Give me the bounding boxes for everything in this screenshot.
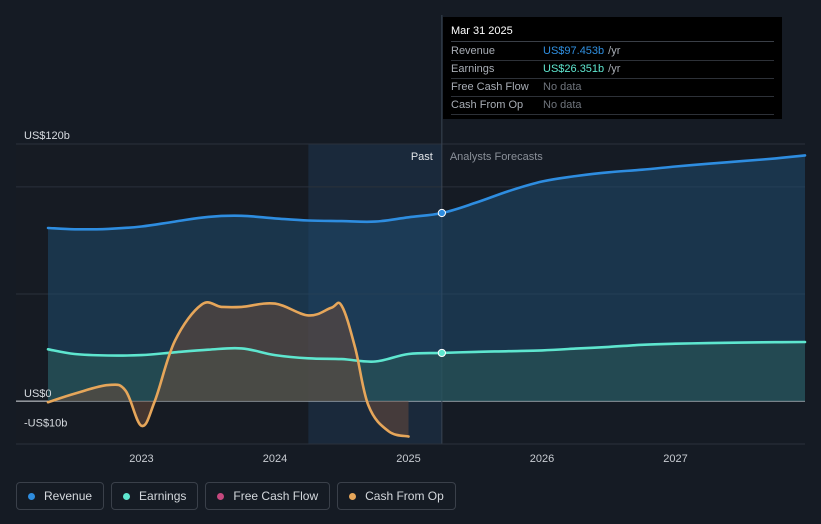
legend-dot-icon (123, 492, 131, 500)
legend-label: Cash From Op (365, 489, 444, 503)
legend-item-revenue[interactable]: Revenue (16, 482, 105, 510)
revenue-line (46, 154, 807, 231)
legend: Revenue Earnings Free Cash Flow Cash Fro… (16, 482, 456, 510)
legend-item-earnings[interactable]: Earnings (111, 482, 199, 510)
tooltip-label: Cash From Op (451, 99, 524, 111)
x-tick-label: 2025 (396, 453, 420, 465)
tooltip-value: US$26.351b (543, 63, 605, 75)
earnings-marker (437, 348, 446, 358)
forecast-label: Analysts Forecasts (450, 151, 543, 163)
x-tick-label: 2026 (530, 453, 554, 465)
tooltip-value: No data (543, 99, 582, 111)
tooltip-label: Free Cash Flow (451, 81, 529, 93)
x-tick-label: 2027 (663, 453, 687, 465)
x-tick-label: 2023 (129, 453, 153, 465)
tooltip-label: Revenue (451, 45, 496, 57)
tooltip-row-earnings: Earnings US$26.351b /yr (451, 61, 774, 79)
tooltip: Mar 31 2025 Revenue US$97.453b /yr Earni… (443, 17, 782, 119)
tooltip-row-revenue: Revenue US$97.453b /yr (451, 43, 774, 61)
past-label: Past (411, 151, 433, 163)
tooltip-unit: /yr (608, 63, 621, 75)
legend-label: Revenue (44, 489, 93, 503)
y-tick-label: -US$10b (24, 418, 67, 430)
cash-from-op-area (48, 302, 409, 437)
tooltip-label: Earnings (451, 63, 495, 75)
legend-item-cash-from-op[interactable]: Cash From Op (337, 482, 456, 510)
tooltip-unit: /yr (608, 45, 621, 57)
tooltip-row-cash-from-op: Cash From Op No data (451, 97, 774, 115)
cash-from-op-line (46, 301, 410, 438)
tooltip-date: Mar 31 2025 (451, 23, 774, 42)
x-tick-label: 2024 (263, 453, 287, 465)
legend-label: Earnings (139, 489, 187, 503)
tooltip-row-free-cash-flow: Free Cash Flow No data (451, 79, 774, 97)
tooltip-value: US$97.453b (543, 45, 605, 57)
legend-dot-icon (28, 492, 35, 500)
y-tick-label: US$120b (24, 130, 70, 142)
legend-dot-icon (217, 492, 225, 500)
y-tick-label: US$0 (24, 388, 52, 400)
legend-item-free-cash-flow[interactable]: Free Cash Flow (205, 482, 331, 510)
earnings-line (46, 340, 807, 363)
tooltip-value: No data (543, 81, 582, 93)
revenue-marker (437, 208, 446, 218)
legend-label: Free Cash Flow (233, 489, 319, 503)
legend-dot-icon (349, 492, 357, 500)
